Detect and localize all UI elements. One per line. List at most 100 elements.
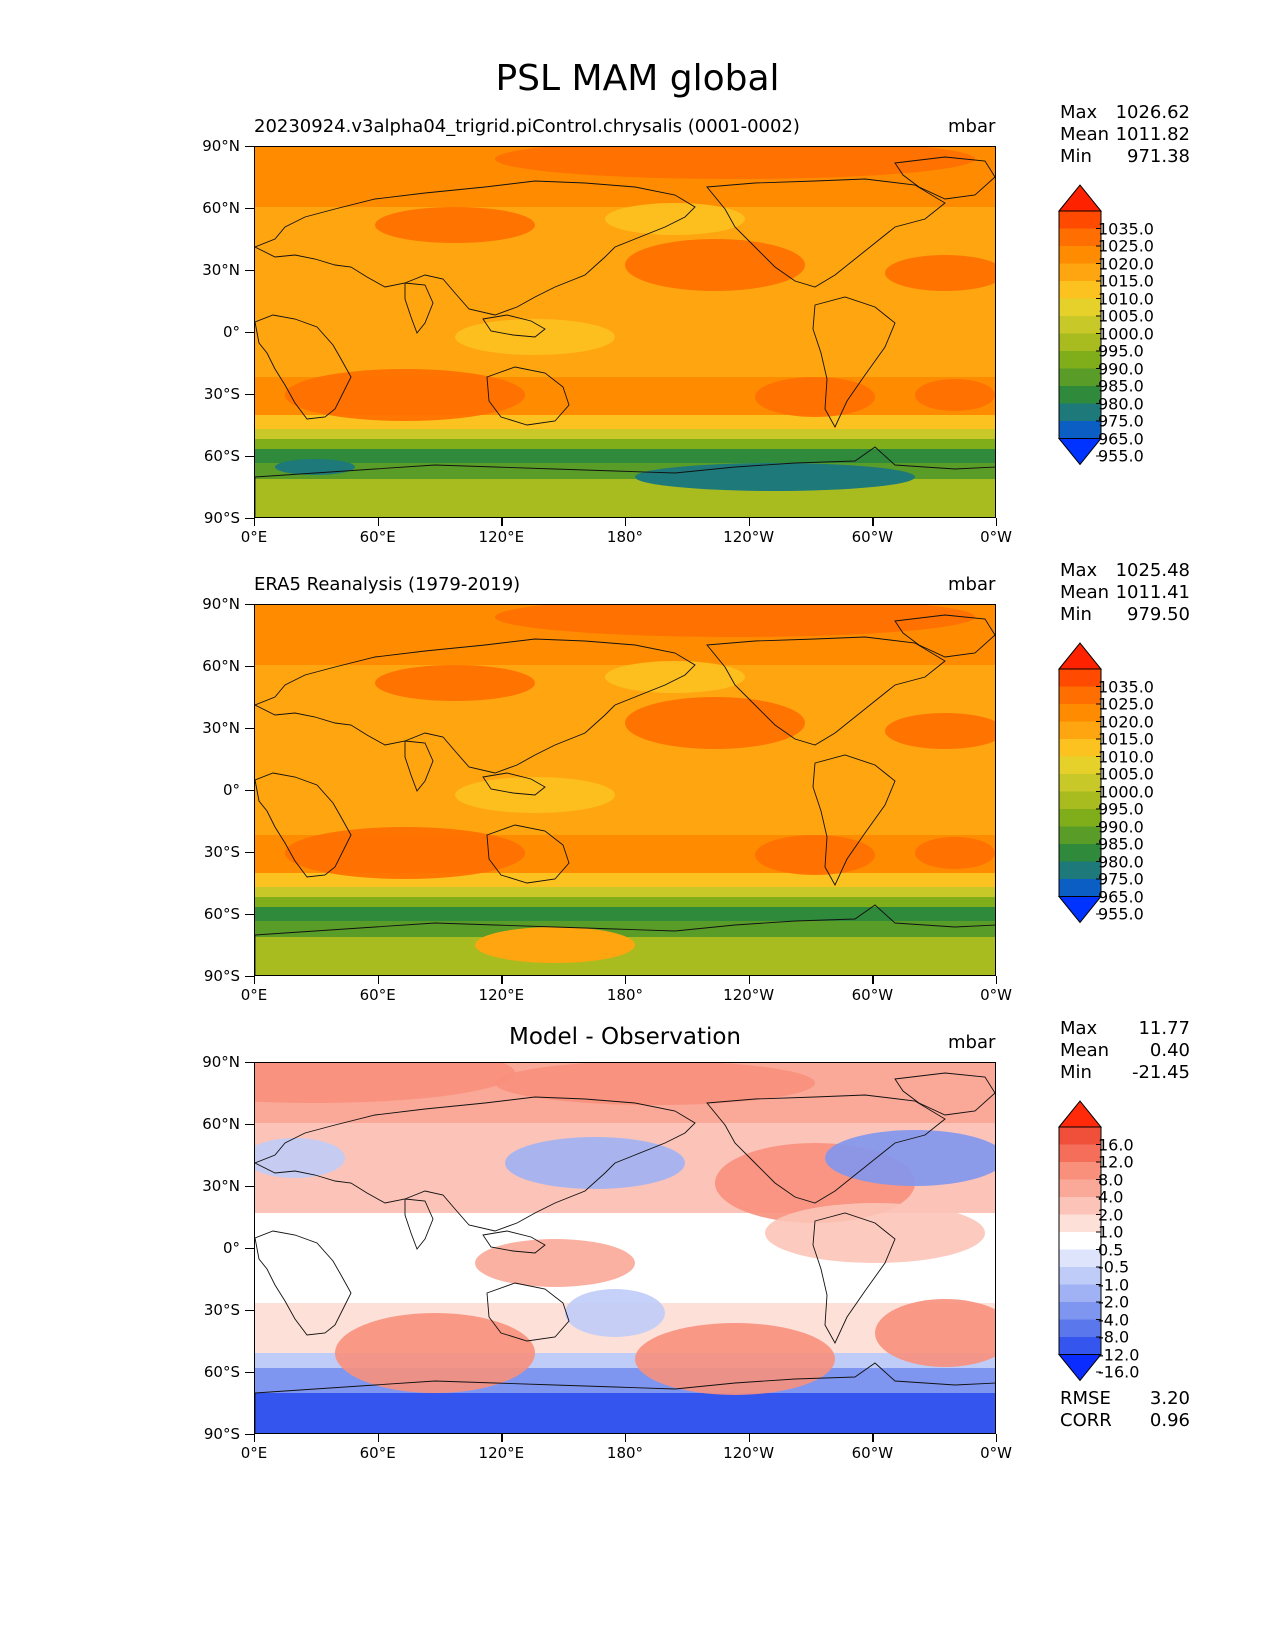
colorbar-segment <box>1059 1284 1101 1302</box>
colorbar-segment <box>1059 1179 1101 1197</box>
pressure-anomaly <box>915 837 995 869</box>
pressure-anomaly <box>605 661 745 693</box>
lat-tick-label: 30°S <box>203 843 240 861</box>
coastline <box>255 772 352 878</box>
lon-tick <box>996 976 998 984</box>
colorbar-segment <box>1059 1197 1101 1215</box>
colorbar-tick-label: -2.0 <box>1098 1292 1130 1312</box>
lat-tick-label: 60°N <box>202 657 240 675</box>
lat-tick-label: 30°S <box>203 385 240 403</box>
stat-row: RMSE 3.20 <box>1060 1388 1190 1410</box>
colorbar-tick-label: 995.0 <box>1098 799 1144 819</box>
stat-label: Min <box>1060 1062 1092 1083</box>
pressure-anomaly <box>565 1289 665 1337</box>
colorbar-tick-label: 1015.0 <box>1098 271 1154 291</box>
lat-tick-label: 60°S <box>203 905 240 923</box>
coastline <box>255 1362 995 1433</box>
pressure-anomaly <box>755 377 875 417</box>
coastline <box>404 740 434 792</box>
stat-value: 0.96 <box>1149 1410 1190 1431</box>
lon-tick-label: 120°W <box>723 528 775 546</box>
colorbar-segment <box>1059 368 1101 386</box>
lat-tick-label: 30°S <box>203 1301 240 1319</box>
colorbar-segment <box>1059 739 1101 757</box>
colorbar-extend-min <box>1057 438 1103 466</box>
coastline <box>482 1230 546 1254</box>
lon-tick-label: 180° <box>606 528 644 546</box>
colorbar-segment <box>1059 1249 1101 1267</box>
pressure-anomaly <box>885 255 995 291</box>
pressure-anomaly <box>915 379 995 411</box>
colorbar <box>1057 1100 1103 1382</box>
colorbar-segment <box>1059 686 1101 704</box>
lat-tick-label: 60°N <box>202 199 240 217</box>
stat-label: Max <box>1060 1018 1098 1039</box>
coastline <box>894 156 995 200</box>
coastline <box>706 178 946 288</box>
colorbar-segment <box>1059 386 1101 404</box>
colorbar-wrap <box>1057 184 1103 470</box>
lon-tick <box>996 1434 998 1442</box>
colorbar-wrap <box>1057 642 1103 928</box>
lat-tick <box>245 146 254 148</box>
pressure-band <box>255 439 995 449</box>
lon-tick <box>254 1434 256 1442</box>
lon-tick-label: 60°W <box>851 1444 894 1462</box>
stat-row: Min 979.50 <box>1060 604 1190 626</box>
coastline <box>706 1094 946 1204</box>
pressure-low <box>635 463 915 491</box>
colorbar-tick-label: 955.0 <box>1098 446 1144 466</box>
rmse-corr-box: RMSE 3.20 CORR 0.96 <box>1060 1388 1190 1432</box>
stat-row: Max 1026.62 <box>1060 102 1190 124</box>
colorbar <box>1057 184 1103 466</box>
colorbar-segment <box>1059 403 1101 421</box>
lon-tick <box>377 518 379 526</box>
lon-tick-label: 120°E <box>478 528 525 546</box>
colorbar-segment <box>1059 228 1101 246</box>
pressure-anomaly <box>755 835 875 875</box>
lon-tick <box>501 976 503 984</box>
colorbar-tick-label: 1.0 <box>1098 1222 1124 1242</box>
coastline <box>255 180 696 316</box>
lat-tick-label: 90°N <box>202 137 240 155</box>
lat-tick <box>245 1248 254 1250</box>
colorbar-tick-label: 980.0 <box>1098 852 1144 871</box>
stat-label: Max <box>1060 560 1098 581</box>
colorbar-segment <box>1059 298 1101 316</box>
colorbar-tick-label: 985.0 <box>1098 376 1144 396</box>
lon-tick-label: 180° <box>606 1444 644 1462</box>
colorbar-frame <box>1058 1126 1102 1355</box>
lon-tick-label: 120°W <box>723 1444 775 1462</box>
coastline <box>255 446 995 517</box>
stat-row: Max 11.77 <box>1060 1018 1190 1040</box>
lat-tick-label: 90°S <box>203 509 240 527</box>
lat-tick <box>245 1124 254 1126</box>
lon-tick-label: 0°W <box>980 528 1012 546</box>
stat-value: 0.40 <box>1149 1040 1190 1061</box>
coastline <box>255 314 352 420</box>
lon-tick-label: 60°E <box>359 1444 396 1462</box>
colorbar-tick-label: 1015.0 <box>1098 729 1154 749</box>
colorbar-tick-label: 980.0 <box>1098 394 1144 413</box>
lon-tick <box>377 1434 379 1442</box>
lon-tick <box>501 518 503 526</box>
map-svg <box>255 147 995 517</box>
lat-tick <box>245 1372 254 1374</box>
lon-tick-label: 120°W <box>723 986 775 1004</box>
pressure-anomaly <box>285 369 525 421</box>
lat-tick <box>245 1062 254 1064</box>
colorbar-tick-label: 1025.0 <box>1098 236 1154 256</box>
colorbar-segment <box>1059 1302 1101 1320</box>
lon-tick-label: 60°W <box>851 528 894 546</box>
panel-3: Model - Observation mbar 90°N 60°N 30°N 0° 30°… <box>0 1018 1275 1488</box>
colorbar-segment <box>1059 421 1101 439</box>
colorbar-tick-label: 16.0 <box>1098 1135 1134 1154</box>
pressure-band <box>255 1393 995 1433</box>
pressure-anomaly <box>625 239 805 291</box>
lon-tick-label: 60°E <box>359 986 396 1004</box>
stat-row: Mean 1011.41 <box>1060 582 1190 604</box>
stat-label: Max <box>1060 102 1098 123</box>
stats-box: Max 1026.62 Mean 1011.82 Min 971.38 <box>1060 102 1190 168</box>
colorbar-tick-label: 1010.0 <box>1098 289 1154 308</box>
stat-label: Mean <box>1060 582 1110 603</box>
